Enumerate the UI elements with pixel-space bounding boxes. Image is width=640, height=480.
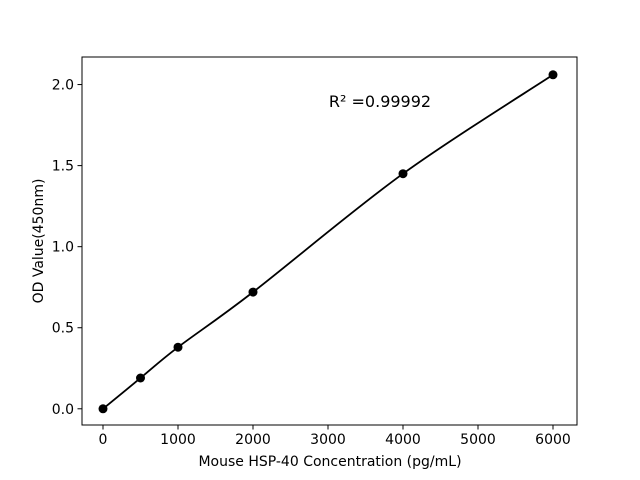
x-tick-label: 0 bbox=[99, 432, 108, 448]
r-squared-annotation: R² =0.99992 bbox=[329, 92, 431, 111]
data-point bbox=[173, 342, 183, 352]
x-axis-label: Mouse HSP-40 Concentration (pg/mL) bbox=[198, 454, 461, 470]
plot-area-border bbox=[81, 56, 578, 426]
x-tick-label: 6000 bbox=[535, 432, 571, 448]
data-point bbox=[98, 404, 108, 414]
data-point bbox=[548, 70, 558, 80]
axis-tick-labels: 0 1000 2000 3000 4000 5000 6000 0.0 0.5 1.0 1.5 2.0 bbox=[52, 78, 571, 448]
data-point bbox=[136, 373, 145, 383]
axis-tick-marks bbox=[77, 84, 554, 430]
data-point-markers bbox=[98, 70, 558, 414]
y-tick-label: 1.0 bbox=[52, 240, 74, 256]
x-tick-label: 1000 bbox=[160, 432, 196, 448]
y-tick-label: 0.0 bbox=[52, 402, 74, 418]
x-tick-label: 3000 bbox=[310, 432, 346, 448]
data-point bbox=[398, 169, 408, 179]
y-tick-label: 1.5 bbox=[52, 159, 74, 175]
x-tick-label: 2000 bbox=[235, 432, 271, 448]
x-tick-label: 4000 bbox=[385, 432, 421, 448]
x-tick-label: 5000 bbox=[460, 432, 496, 448]
y-tick-label: 2.0 bbox=[52, 78, 74, 94]
standard-curve-line bbox=[102, 73, 554, 410]
y-axis-label: OD Value(450nm) bbox=[31, 179, 47, 304]
data-point bbox=[248, 287, 258, 297]
y-tick-label: 0.5 bbox=[52, 321, 74, 337]
